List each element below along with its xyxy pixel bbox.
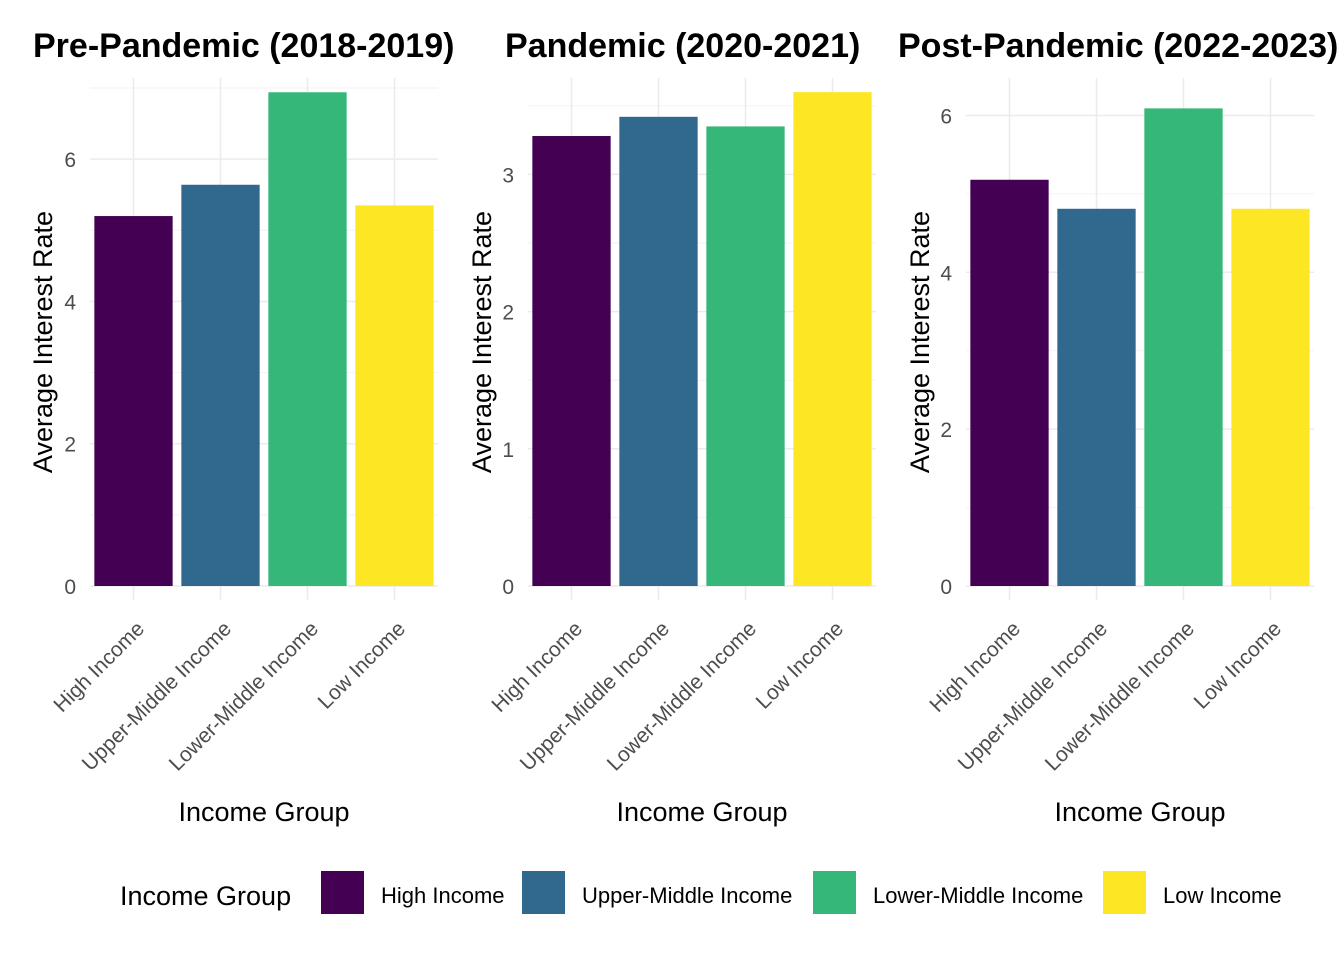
y-axis-title: Average Interest Rate (905, 211, 935, 473)
y-tick-label: 6 (940, 105, 952, 128)
y-tick-label: 2 (64, 434, 76, 457)
y-tick-label: 3 (502, 164, 514, 187)
panel-title: Pre-Pandemic (2018-2019) (33, 27, 454, 65)
panel-title: Post-Pandemic (2022-2023) (898, 27, 1338, 65)
y-tick-label: 0 (940, 576, 952, 599)
x-tick-label: Lower-Middle Income (603, 617, 761, 775)
x-axis-title: Income Group (1054, 797, 1225, 827)
bar-upper-middle-income (181, 184, 260, 587)
x-tick-label: Lower-Middle Income (1041, 617, 1199, 775)
bar-high-income (94, 216, 173, 587)
x-tick-label: Low Income (1190, 617, 1286, 713)
x-tick-label: Low Income (314, 617, 410, 713)
x-tick-label: Upper-Middle Income (78, 617, 236, 775)
y-tick-label: 1 (502, 439, 514, 462)
bar-upper-middle-income (619, 116, 698, 587)
y-axis-title: Average Interest Rate (28, 211, 58, 473)
panel-title: Pandemic (2020-2021) (505, 27, 860, 65)
legend-label: Low Income (1163, 883, 1282, 908)
bar-upper-middle-income (1057, 208, 1136, 587)
x-axis-title: Income Group (616, 797, 787, 827)
legend-key-high-income (321, 871, 364, 914)
x-tick-label: Upper-Middle Income (516, 617, 674, 775)
legend-key-upper-middle-income (522, 871, 565, 914)
y-axis-title: Average Interest Rate (467, 211, 497, 473)
y-tick-label: 2 (502, 302, 514, 325)
legend-label: Upper-Middle Income (582, 883, 792, 908)
y-tick-label: 4 (64, 291, 76, 314)
bar-lower-middle-income (268, 92, 347, 587)
bar-low-income (1231, 208, 1310, 587)
y-tick-label: 0 (502, 576, 514, 599)
x-axis-title: Income Group (178, 797, 349, 827)
bar-low-income (355, 205, 434, 586)
y-tick-label: 0 (64, 576, 76, 599)
legend-label: High Income (381, 883, 505, 908)
x-tick-label: Low Income (752, 617, 848, 713)
legend-key-lower-middle-income (813, 871, 856, 914)
bar-low-income (793, 92, 872, 587)
bar-lower-middle-income (706, 126, 785, 587)
bar-high-income (970, 179, 1049, 586)
bar-high-income (532, 136, 611, 586)
legend-label: Lower-Middle Income (873, 883, 1083, 908)
legend: Income Group High Income Upper-Middle Inc… (120, 871, 1282, 914)
x-tick-label: Upper-Middle Income (954, 617, 1112, 775)
legend-key-low-income (1103, 871, 1146, 914)
y-tick-label: 2 (940, 419, 952, 442)
bar-lower-middle-income (1144, 108, 1223, 586)
y-tick-label: 4 (940, 262, 952, 285)
legend-title: Income Group (120, 881, 291, 911)
x-tick-label: Lower-Middle Income (165, 617, 323, 775)
y-tick-label: 6 (64, 149, 76, 172)
